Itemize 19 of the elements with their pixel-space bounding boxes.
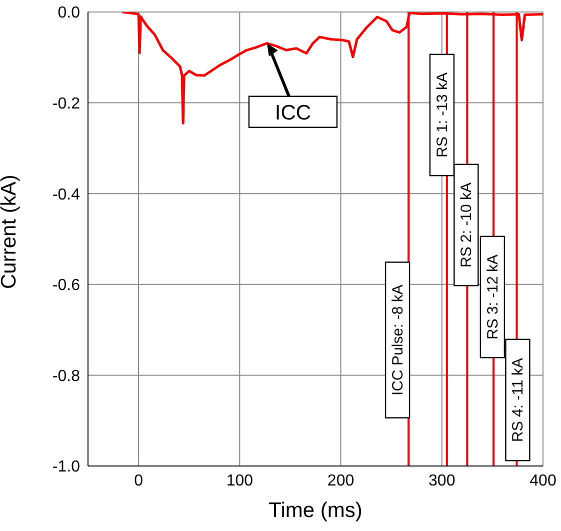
annotation: RS 4: -11 kA (510, 358, 527, 442)
y-tick-label: -0.4 (52, 186, 80, 204)
y-tick-label: -0.2 (52, 95, 80, 112)
annotation: RS 1: -13 kA (434, 72, 451, 158)
x-tick-label: 100 (226, 472, 254, 490)
x-tick-label: 300 (428, 472, 456, 490)
y-tick-label: -1.0 (52, 458, 80, 476)
annotation: RS 3: -12 kA (484, 254, 502, 340)
annotation: ICC (274, 101, 312, 124)
x-axis-title: Time (ms) (268, 499, 362, 522)
annotation: RS 2: -10 kA (458, 182, 476, 268)
y-tick-label: -0.6 (52, 277, 80, 294)
annotation: ICC Pulse: -8 kA (390, 284, 407, 396)
y-axis-title: Current (kA) (0, 174, 20, 289)
x-tick-label: 0 (134, 472, 144, 490)
x-tick-label: 200 (327, 472, 354, 490)
y-tick-label: 0.0 (58, 4, 80, 22)
x-tick-label: 400 (530, 472, 556, 490)
y-tick-label: -0.8 (52, 368, 80, 385)
